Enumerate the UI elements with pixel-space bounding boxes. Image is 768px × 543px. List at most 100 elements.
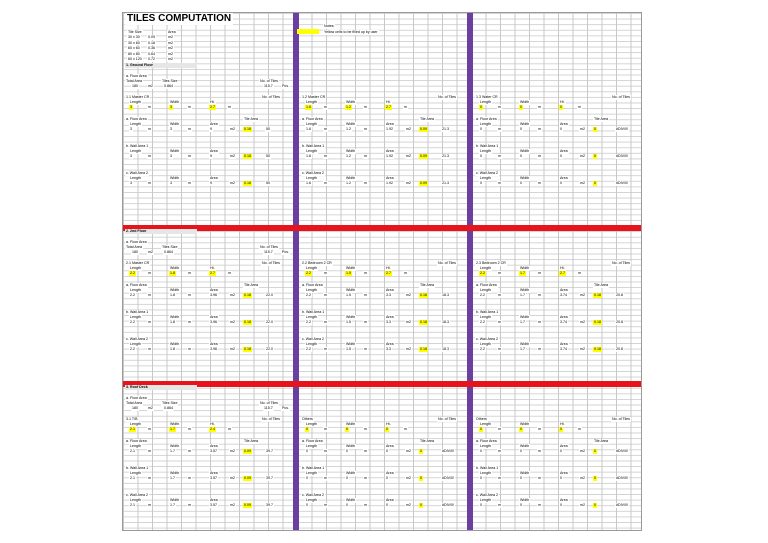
computed-cell[interactable]: 0 <box>593 503 597 508</box>
length-col-label: Length <box>129 288 142 293</box>
spreadsheet: TILES COMPUTATION Notes: Yellow cells to… <box>122 12 642 531</box>
computed-cell: 1.2 <box>345 181 352 186</box>
computed-cell[interactable]: 0.09 <box>243 449 252 454</box>
computed-cell[interactable]: 0.18 <box>419 347 428 352</box>
computed-cell[interactable]: 0.09 <box>419 154 428 159</box>
computed-cell[interactable]: 0.09 <box>419 181 428 186</box>
computed-cell: 22.0 <box>265 320 274 325</box>
computed-cell: 3 <box>169 127 173 132</box>
floor-section-title: 2. 2nd Floor <box>125 229 197 234</box>
room-dimension-cell[interactable]: 2.7 <box>559 271 566 276</box>
area-col-label: Area <box>209 176 219 181</box>
computed-cell: m <box>187 449 192 454</box>
computed-cell[interactable]: 0.09 <box>243 476 252 481</box>
room-dimension-cell[interactable]: 3 <box>169 105 173 110</box>
computed-cell: 22.0 <box>265 293 274 298</box>
computed-cell: 22.0 <box>265 347 274 352</box>
computed-cell[interactable]: 0 <box>593 476 597 481</box>
sub-area-label: a. Floor Area <box>301 117 324 122</box>
computed-cell: 3.57 <box>209 503 218 508</box>
computed-cell[interactable]: 0.09 <box>419 127 428 132</box>
computed-cell: m <box>363 476 368 481</box>
computed-cell[interactable]: 0.18 <box>243 293 252 298</box>
length-col-label: Length <box>479 471 492 476</box>
tile-area-label: Tile Area <box>593 283 610 288</box>
room-dimension-cell[interactable]: 1.8 <box>169 271 176 276</box>
room-dimension-cell: m <box>323 427 328 432</box>
computed-cell[interactable]: 0.18 <box>243 127 252 132</box>
computed-cell[interactable]: 0 <box>419 503 423 508</box>
computed-cell: m <box>187 320 192 325</box>
sub-area-label: c. Wall Area 2 <box>475 337 500 342</box>
tiles-size-header: Tiles Size <box>161 401 179 406</box>
tile-size-cell: 80 x 80 <box>127 51 141 57</box>
computed-cell: 0 <box>519 154 523 159</box>
computed-cell: 2.2 <box>129 347 136 352</box>
room-dimension-cell[interactable]: 0 <box>479 105 483 110</box>
area-col-label: Area <box>209 122 219 127</box>
computed-cell: 1.92 <box>385 181 394 186</box>
width-col-label: Width <box>345 122 357 127</box>
area-col-label: Area <box>385 176 395 181</box>
computed-cell[interactable]: 0.18 <box>593 293 602 298</box>
area-col-label: Area <box>559 342 569 347</box>
computed-cell: m <box>323 476 328 481</box>
computed-cell[interactable]: 0.18 <box>243 347 252 352</box>
computed-cell[interactable]: 0.18 <box>243 320 252 325</box>
computed-cell[interactable]: 0.18 <box>593 320 602 325</box>
room-dimension-cell[interactable]: 0 <box>385 427 389 432</box>
computed-cell[interactable]: 0.09 <box>243 503 252 508</box>
room-dimension-cell[interactable]: 1.6 <box>305 105 312 110</box>
no-tiles-label: No. of Tiles <box>611 95 631 100</box>
room-dimension-cell[interactable]: 2.4 <box>209 427 216 432</box>
computed-cell: m <box>363 127 368 132</box>
computed-cell[interactable]: 0 <box>419 449 423 454</box>
computed-cell[interactable]: 0 <box>593 449 597 454</box>
room-dimension-cell[interactable]: 1.7 <box>169 427 176 432</box>
room-dimension-cell[interactable]: 0 <box>479 427 483 432</box>
computed-cell[interactable]: 0 <box>419 476 423 481</box>
computed-cell: 0 <box>479 503 483 508</box>
computed-cell[interactable]: 0 <box>593 154 597 159</box>
room-dimension-cell[interactable]: 1.2 <box>345 105 352 110</box>
room-dimension-cell[interactable]: 0 <box>519 427 523 432</box>
tile-area-header: Area <box>167 30 177 35</box>
room-name: 1.1 Master CR <box>125 95 151 100</box>
computed-cell[interactable]: 0 <box>593 127 597 132</box>
computed-cell[interactable]: 0.18 <box>593 347 602 352</box>
computed-cell[interactable]: 0.18 <box>419 293 428 298</box>
computed-cell[interactable]: 0.18 <box>419 320 428 325</box>
computed-cell[interactable]: 0.18 <box>243 181 252 186</box>
room-dimension-cell[interactable]: 0 <box>519 105 523 110</box>
room-dimension-cell[interactable]: 1.5 <box>345 271 352 276</box>
room-dimension-cell[interactable]: 2.7 <box>385 271 392 276</box>
width-col-label: Width <box>519 444 531 449</box>
sub-area-label: b. Wall Area 1 <box>125 466 150 471</box>
room-dimension-cell[interactable]: 2.2 <box>479 271 486 276</box>
width-col-label: Width <box>169 471 181 476</box>
width-col-label: Width <box>519 149 531 154</box>
no-tiles-label: No. of Tiles <box>437 95 457 100</box>
room-dimension-cell[interactable]: 2.2 <box>305 271 312 276</box>
room-dimension-cell[interactable]: 2.7 <box>385 105 392 110</box>
computed-cell: m2 <box>579 127 586 132</box>
room-dimension-cell[interactable]: 0 <box>345 427 349 432</box>
room-dimension-cell[interactable]: 2.1 <box>129 427 136 432</box>
room-dimension-cell[interactable]: 2.7 <box>209 271 216 276</box>
width-label: Width <box>169 100 181 105</box>
room-dimension-cell[interactable]: 0 <box>559 105 563 110</box>
computed-cell[interactable]: 0.18 <box>243 154 252 159</box>
computed-cell: 0 <box>385 503 389 508</box>
room-dimension-cell: m <box>577 271 582 276</box>
sub-area-label: c. Wall Area 2 <box>125 171 150 176</box>
room-dimension-cell[interactable]: 2.7 <box>209 105 216 110</box>
room-dimension-cell: m <box>497 427 502 432</box>
computed-cell[interactable]: 0 <box>593 181 597 186</box>
total-area-value: 180 <box>131 84 139 89</box>
sub-area-label: b. Wall Area 1 <box>125 310 150 315</box>
room-dimension-cell[interactable]: 2.2 <box>129 271 136 276</box>
room-dimension-cell[interactable]: 0 <box>305 427 309 432</box>
room-dimension-cell[interactable]: 0 <box>559 427 563 432</box>
room-dimension-cell[interactable]: 1.7 <box>519 271 526 276</box>
room-dimension-cell[interactable]: 3 <box>129 105 133 110</box>
